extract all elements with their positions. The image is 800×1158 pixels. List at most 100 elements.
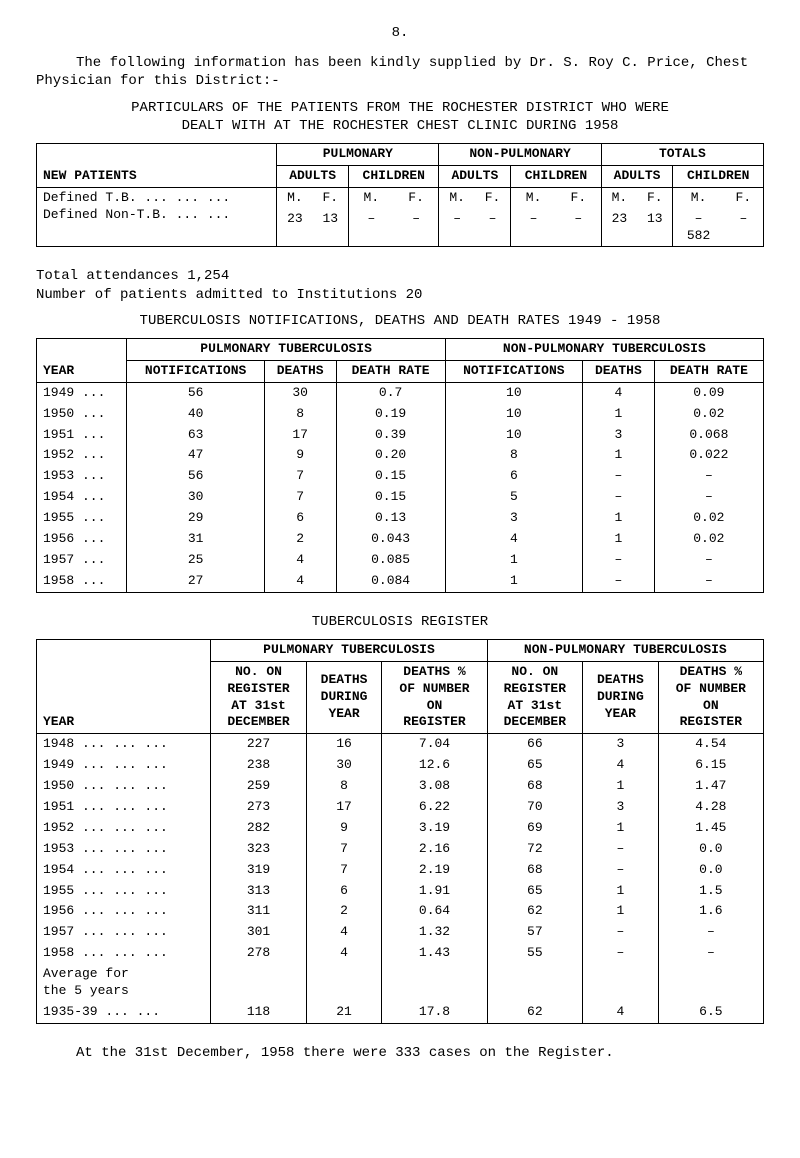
data-cell: 1.32 — [382, 922, 487, 943]
mf-f: F. — [637, 187, 673, 208]
txt: DECEMBER — [504, 714, 566, 729]
data-cell: 6.15 — [658, 755, 763, 776]
data-cell: 0.15 — [336, 466, 445, 487]
data-cell: 301 — [211, 922, 306, 943]
hdr-adults-1: ADULTS — [277, 165, 349, 187]
data-cell: 56 — [127, 466, 264, 487]
data-cell: – — [654, 571, 763, 592]
hdr-nonpul-tb: NON-PULMONARY TUBERCULOSIS — [487, 639, 763, 661]
hdr-notif: NOTIFICATIONS — [127, 360, 264, 382]
data-cell: 57 — [487, 922, 582, 943]
data-cell: – — [654, 466, 763, 487]
txt: DURING — [597, 689, 644, 704]
data-cell: 1.47 — [658, 776, 763, 797]
data-cell: 16 — [306, 734, 382, 755]
data-cell: 0.20 — [336, 445, 445, 466]
year-cell: 1948 ... ... ... — [37, 734, 211, 755]
data-cell: 0.0 — [658, 839, 763, 860]
data-cell: 0.13 — [336, 508, 445, 529]
avg-cell: 21 — [306, 1002, 382, 1023]
year-cell: 1951 ... — [37, 425, 127, 446]
data-cell: 319 — [211, 860, 306, 881]
txt: REGISTER — [403, 714, 465, 729]
data-cell: 62 — [487, 901, 582, 922]
heading-line-2: DEALT WITH AT THE ROCHESTER CHEST CLINIC… — [182, 118, 619, 134]
data-cell: 8 — [306, 776, 382, 797]
data-cell: 1 — [583, 901, 659, 922]
data-cell: 1.91 — [382, 881, 487, 902]
mf-m: M. — [601, 187, 637, 208]
table-notifications: YEAR PULMONARY TUBERCULOSIS NON-PULMONAR… — [36, 338, 764, 593]
data-cell: 238 — [211, 755, 306, 776]
data-cell: 10 — [445, 382, 582, 403]
mf-f: F. — [394, 187, 439, 208]
data-cell: 17 — [306, 797, 382, 818]
data-cell: 3.08 — [382, 776, 487, 797]
data-cell: 1 — [582, 508, 654, 529]
heading-register: TUBERCULOSIS REGISTER — [36, 613, 764, 631]
data-cell: 259 — [211, 776, 306, 797]
data-cell: 323 — [211, 839, 306, 860]
data-cell: 7.04 — [382, 734, 487, 755]
mf-m: M. — [439, 187, 475, 208]
data-cell: 2.19 — [382, 860, 487, 881]
data-cell: 68 — [487, 860, 582, 881]
mf-f: F. — [724, 187, 764, 208]
cell: 13 — [313, 209, 349, 247]
data-cell: 65 — [487, 755, 582, 776]
data-cell: 12.6 — [382, 755, 487, 776]
mf-m: M. — [277, 187, 313, 208]
data-cell: 0.19 — [336, 404, 445, 425]
intro-paragraph: The following information has been kindl… — [36, 54, 764, 90]
data-cell: 7 — [306, 839, 382, 860]
txt: YEAR — [328, 706, 359, 721]
cell: 13 — [637, 209, 673, 247]
data-cell: 29 — [127, 508, 264, 529]
data-cell: – — [654, 487, 763, 508]
data-cell: 3.19 — [382, 818, 487, 839]
data-cell: 1.45 — [658, 818, 763, 839]
data-cell: 10 — [445, 425, 582, 446]
txt: DECEMBER — [227, 714, 289, 729]
page-number: 8. — [36, 24, 764, 42]
data-cell: 0.02 — [654, 404, 763, 425]
data-cell: 3 — [583, 734, 659, 755]
data-cell: 30 — [127, 487, 264, 508]
data-cell: 31 — [127, 529, 264, 550]
row-defined-tb: Defined T.B. ... ... ... — [43, 190, 230, 205]
data-cell: 70 — [487, 797, 582, 818]
empty — [583, 964, 659, 1002]
data-cell: 0.39 — [336, 425, 445, 446]
data-cell: 6 — [306, 881, 382, 902]
txt: DEATHS — [321, 672, 368, 687]
hdr-rate: DEATH RATE — [336, 360, 445, 382]
year-cell: 1950 ... ... ... — [37, 776, 211, 797]
data-cell: 72 — [487, 839, 582, 860]
avg-cell: 62 — [487, 1002, 582, 1023]
data-cell: 9 — [264, 445, 336, 466]
data-cell: – — [658, 922, 763, 943]
hdr-no-on-register: NO. ON REGISTER AT 31st DECEMBER — [211, 661, 306, 734]
data-cell: – — [582, 466, 654, 487]
empty — [487, 964, 582, 1002]
hdr-deaths-during-2: DEATHS DURING YEAR — [583, 661, 659, 734]
empty — [306, 964, 382, 1002]
year-cell: 1958 ... ... ... — [37, 943, 211, 964]
data-cell: 3 — [582, 425, 654, 446]
cell: 23 — [601, 209, 637, 247]
data-cell: – — [658, 943, 763, 964]
hdr-deaths: DEATHS — [264, 360, 336, 382]
hdr-adults-3: ADULTS — [601, 165, 673, 187]
avg-cell: 4 — [583, 1002, 659, 1023]
mf-f: F. — [313, 187, 349, 208]
data-cell: – — [582, 571, 654, 592]
hdr-nonpul-tb: NON-PULMONARY TUBERCULOSIS — [445, 338, 763, 360]
data-cell: 3 — [583, 797, 659, 818]
data-cell: 4 — [582, 382, 654, 403]
year-cell: 1956 ... — [37, 529, 127, 550]
cell: – — [724, 209, 764, 247]
data-cell: 0.022 — [654, 445, 763, 466]
mf-m: M. — [673, 187, 724, 208]
data-cell: 1 — [583, 881, 659, 902]
hdr-totals: TOTALS — [601, 143, 763, 165]
